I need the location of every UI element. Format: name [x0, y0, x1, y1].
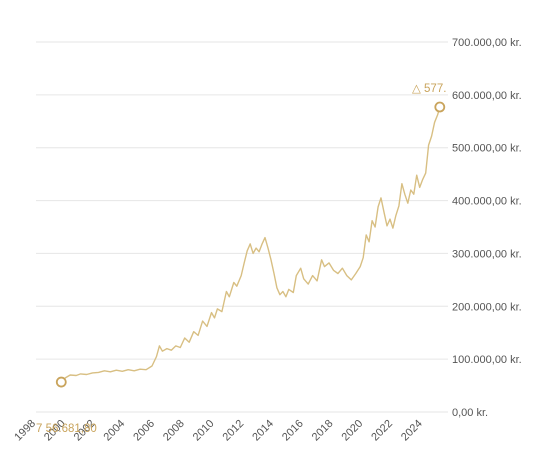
x-tick-label: 2008 — [161, 418, 187, 444]
y-tick-label: 500.000,00 kr. — [452, 143, 522, 155]
y-tick-label: 100.000,00 kr. — [452, 354, 522, 366]
y-tick-label: 400.000,00 kr. — [452, 196, 522, 208]
y-tick-label: 300.000,00 kr. — [452, 248, 522, 260]
gridlines — [36, 41, 448, 413]
start-value-annotation: 7 56.681,80 — [36, 423, 97, 435]
start-point-marker[interactable] — [55, 376, 67, 388]
x-tick-label: 2024 — [399, 418, 425, 444]
x-tick-label: 2006 — [131, 418, 157, 444]
x-tick-label: 2012 — [221, 418, 247, 444]
x-tick-label: 2018 — [310, 418, 336, 444]
y-tick-label: 700.000,00 kr. — [452, 37, 522, 49]
point-markers[interactable] — [55, 101, 446, 388]
y-tick-label: 600.000,00 kr. — [452, 90, 522, 102]
end-value-annotation: △ 577. — [412, 83, 446, 95]
x-tick-label: 2010 — [191, 418, 217, 444]
series-line — [60, 106, 441, 383]
y-axis-labels: 700.000,00 kr. 600.000,00 kr. 500.000,00 k… — [452, 37, 522, 419]
x-tick-label: 2004 — [102, 418, 128, 444]
x-tick-label: 1998 — [12, 418, 38, 444]
y-tick-label: 200.000,00 kr. — [452, 301, 522, 313]
x-tick-label: 2020 — [340, 418, 366, 444]
x-tick-label: 2022 — [369, 418, 395, 444]
end-point-marker[interactable] — [434, 101, 446, 113]
x-tick-label: 2016 — [280, 418, 306, 444]
x-tick-label: 2014 — [250, 418, 276, 444]
y-tick-label: 0,00 kr. — [452, 407, 488, 419]
